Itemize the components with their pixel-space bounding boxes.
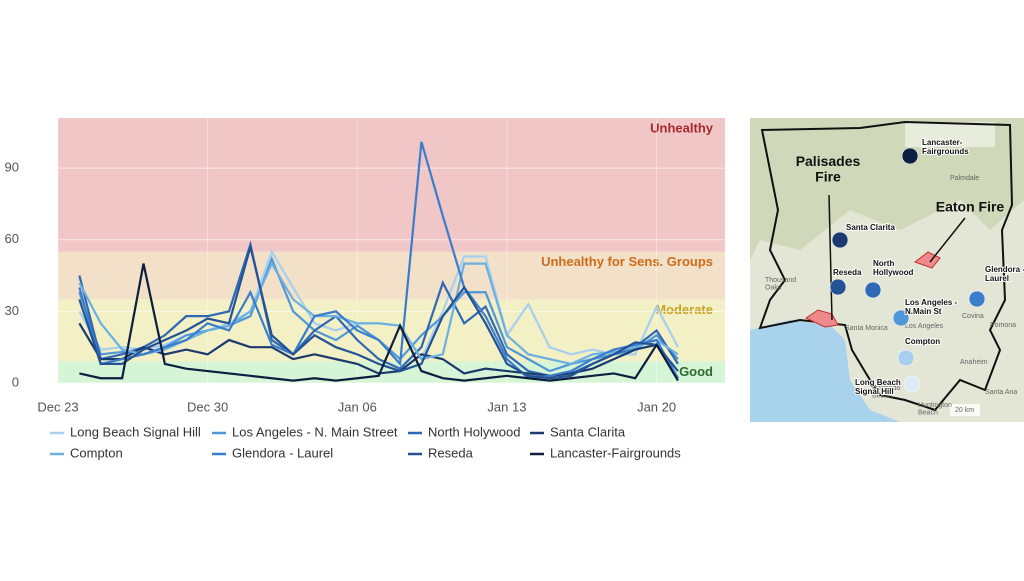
map-inset [905,122,995,147]
place-label: Palmdale [950,175,979,182]
station-label: Compton [905,337,940,346]
y-tick-label: 60 [5,231,19,246]
place-label: Covina [962,313,984,320]
band-label: Unhealthy [650,120,714,135]
legend-label: Santa Clarita [550,424,626,439]
station-label: Lancaster-Fairgrounds [922,138,969,156]
y-tick-label: 0 [12,374,19,389]
place-label: Santa Monica [845,325,888,332]
x-tick-label: Jan 06 [338,399,377,414]
legend-label: Reseda [428,445,474,460]
station-marker [829,278,847,296]
station-label: North Hollywood [873,259,914,277]
band-label: Good [679,364,713,379]
place-label: Thousand Oaks [765,277,796,292]
station-label: Glendora -Laurel [985,265,1024,283]
eaton-fire-area [913,251,941,269]
series-line [78,242,679,380]
place-label: Huntington Beach [918,402,952,417]
legend-label: Glendora - Laurel [232,445,333,460]
line-chart: Good Moderate Unhealthy for Sens. Groups Un… [5,118,725,460]
fire-label: Palisades Fire [796,153,861,184]
ocean [750,320,900,422]
station-marker [892,309,910,327]
station-label: Reseda [833,268,862,277]
x-tick-label: Jan 13 [487,399,526,414]
place-label: Redondo Beach [872,385,901,400]
station-marker [831,231,849,249]
place-label: 20 km [955,407,974,414]
band-label: Moderate [655,302,713,317]
aqi-band [58,118,725,252]
legend-label: Long Beach Signal Hill [70,424,201,439]
place-label: Los Angeles [905,323,944,330]
legend-label: North Holywood [428,424,521,439]
station-marker [968,290,986,308]
arrow [828,194,833,321]
legend-label: Los Angeles - N. Main Street [232,424,398,439]
legend-label: Lancaster-Fairgrounds [550,445,681,460]
mountains [750,118,1024,260]
station-label: Long Beach Signal Hill [855,378,901,396]
series-line [79,263,679,382]
palisades-fire-area [804,309,839,328]
county-outline [758,120,1014,412]
map: Palisades Fire Eaton Fire Thousand Oaks Palmd… [750,118,1024,422]
series-line [78,141,679,380]
place-label: Santa Ana [985,389,1017,396]
station-marker [903,375,921,393]
scale-box [950,404,980,416]
station-marker [864,281,882,299]
place-label: Anaheim [960,359,988,366]
station-label: Los Angeles -N.Main St [905,298,957,316]
x-tick-label: Jan 20 [637,399,676,414]
series-line [78,240,679,377]
fire-label: Eaton Fire [936,199,1005,215]
x-tick-label: Dec 23 [37,399,78,414]
station-marker [897,349,915,367]
place-label: Pomona [990,322,1016,329]
station-marker [901,147,919,165]
x-tick-label: Dec 30 [187,399,228,414]
y-tick-label: 90 [5,160,19,175]
legend-label: Compton [70,445,123,460]
y-tick-label: 30 [5,303,19,318]
arrow [929,217,966,263]
aqi-band [58,251,725,300]
band-label: Unhealthy for Sens. Groups [541,254,713,269]
station-label: Santa Clarita [846,223,895,232]
